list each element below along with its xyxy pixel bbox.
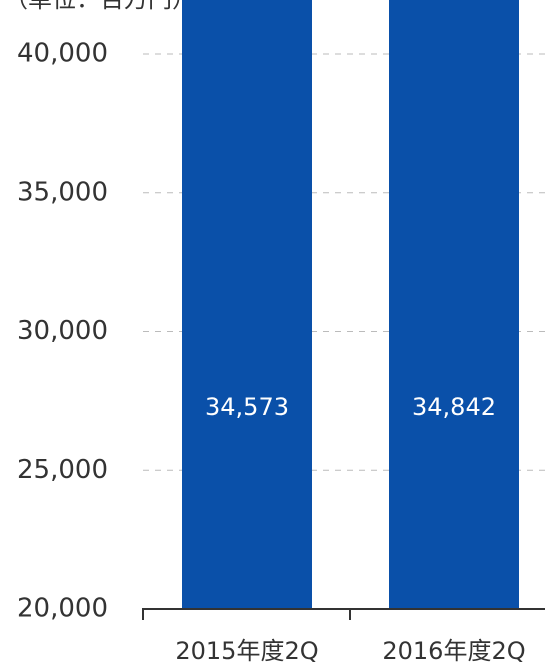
bar-segment <box>182 0 312 609</box>
segment-label: 34,842 <box>412 393 496 421</box>
y-tick-label: 25,000 <box>17 455 108 485</box>
x-tick-label: 2016年度2Q <box>382 637 525 665</box>
y-tick-label: 40,000 <box>17 39 108 69</box>
bar-segment <box>389 0 519 609</box>
y-tick-label: 30,000 <box>17 316 108 346</box>
x-tick-label: 2015年度2Q <box>175 637 318 665</box>
unit-label: （単位：百万円） <box>4 0 196 13</box>
x-axis <box>142 608 545 620</box>
y-tick-label: 20,000 <box>17 594 108 624</box>
segment-label: 34,573 <box>205 393 289 421</box>
y-tick-label: 35,000 <box>17 177 108 207</box>
